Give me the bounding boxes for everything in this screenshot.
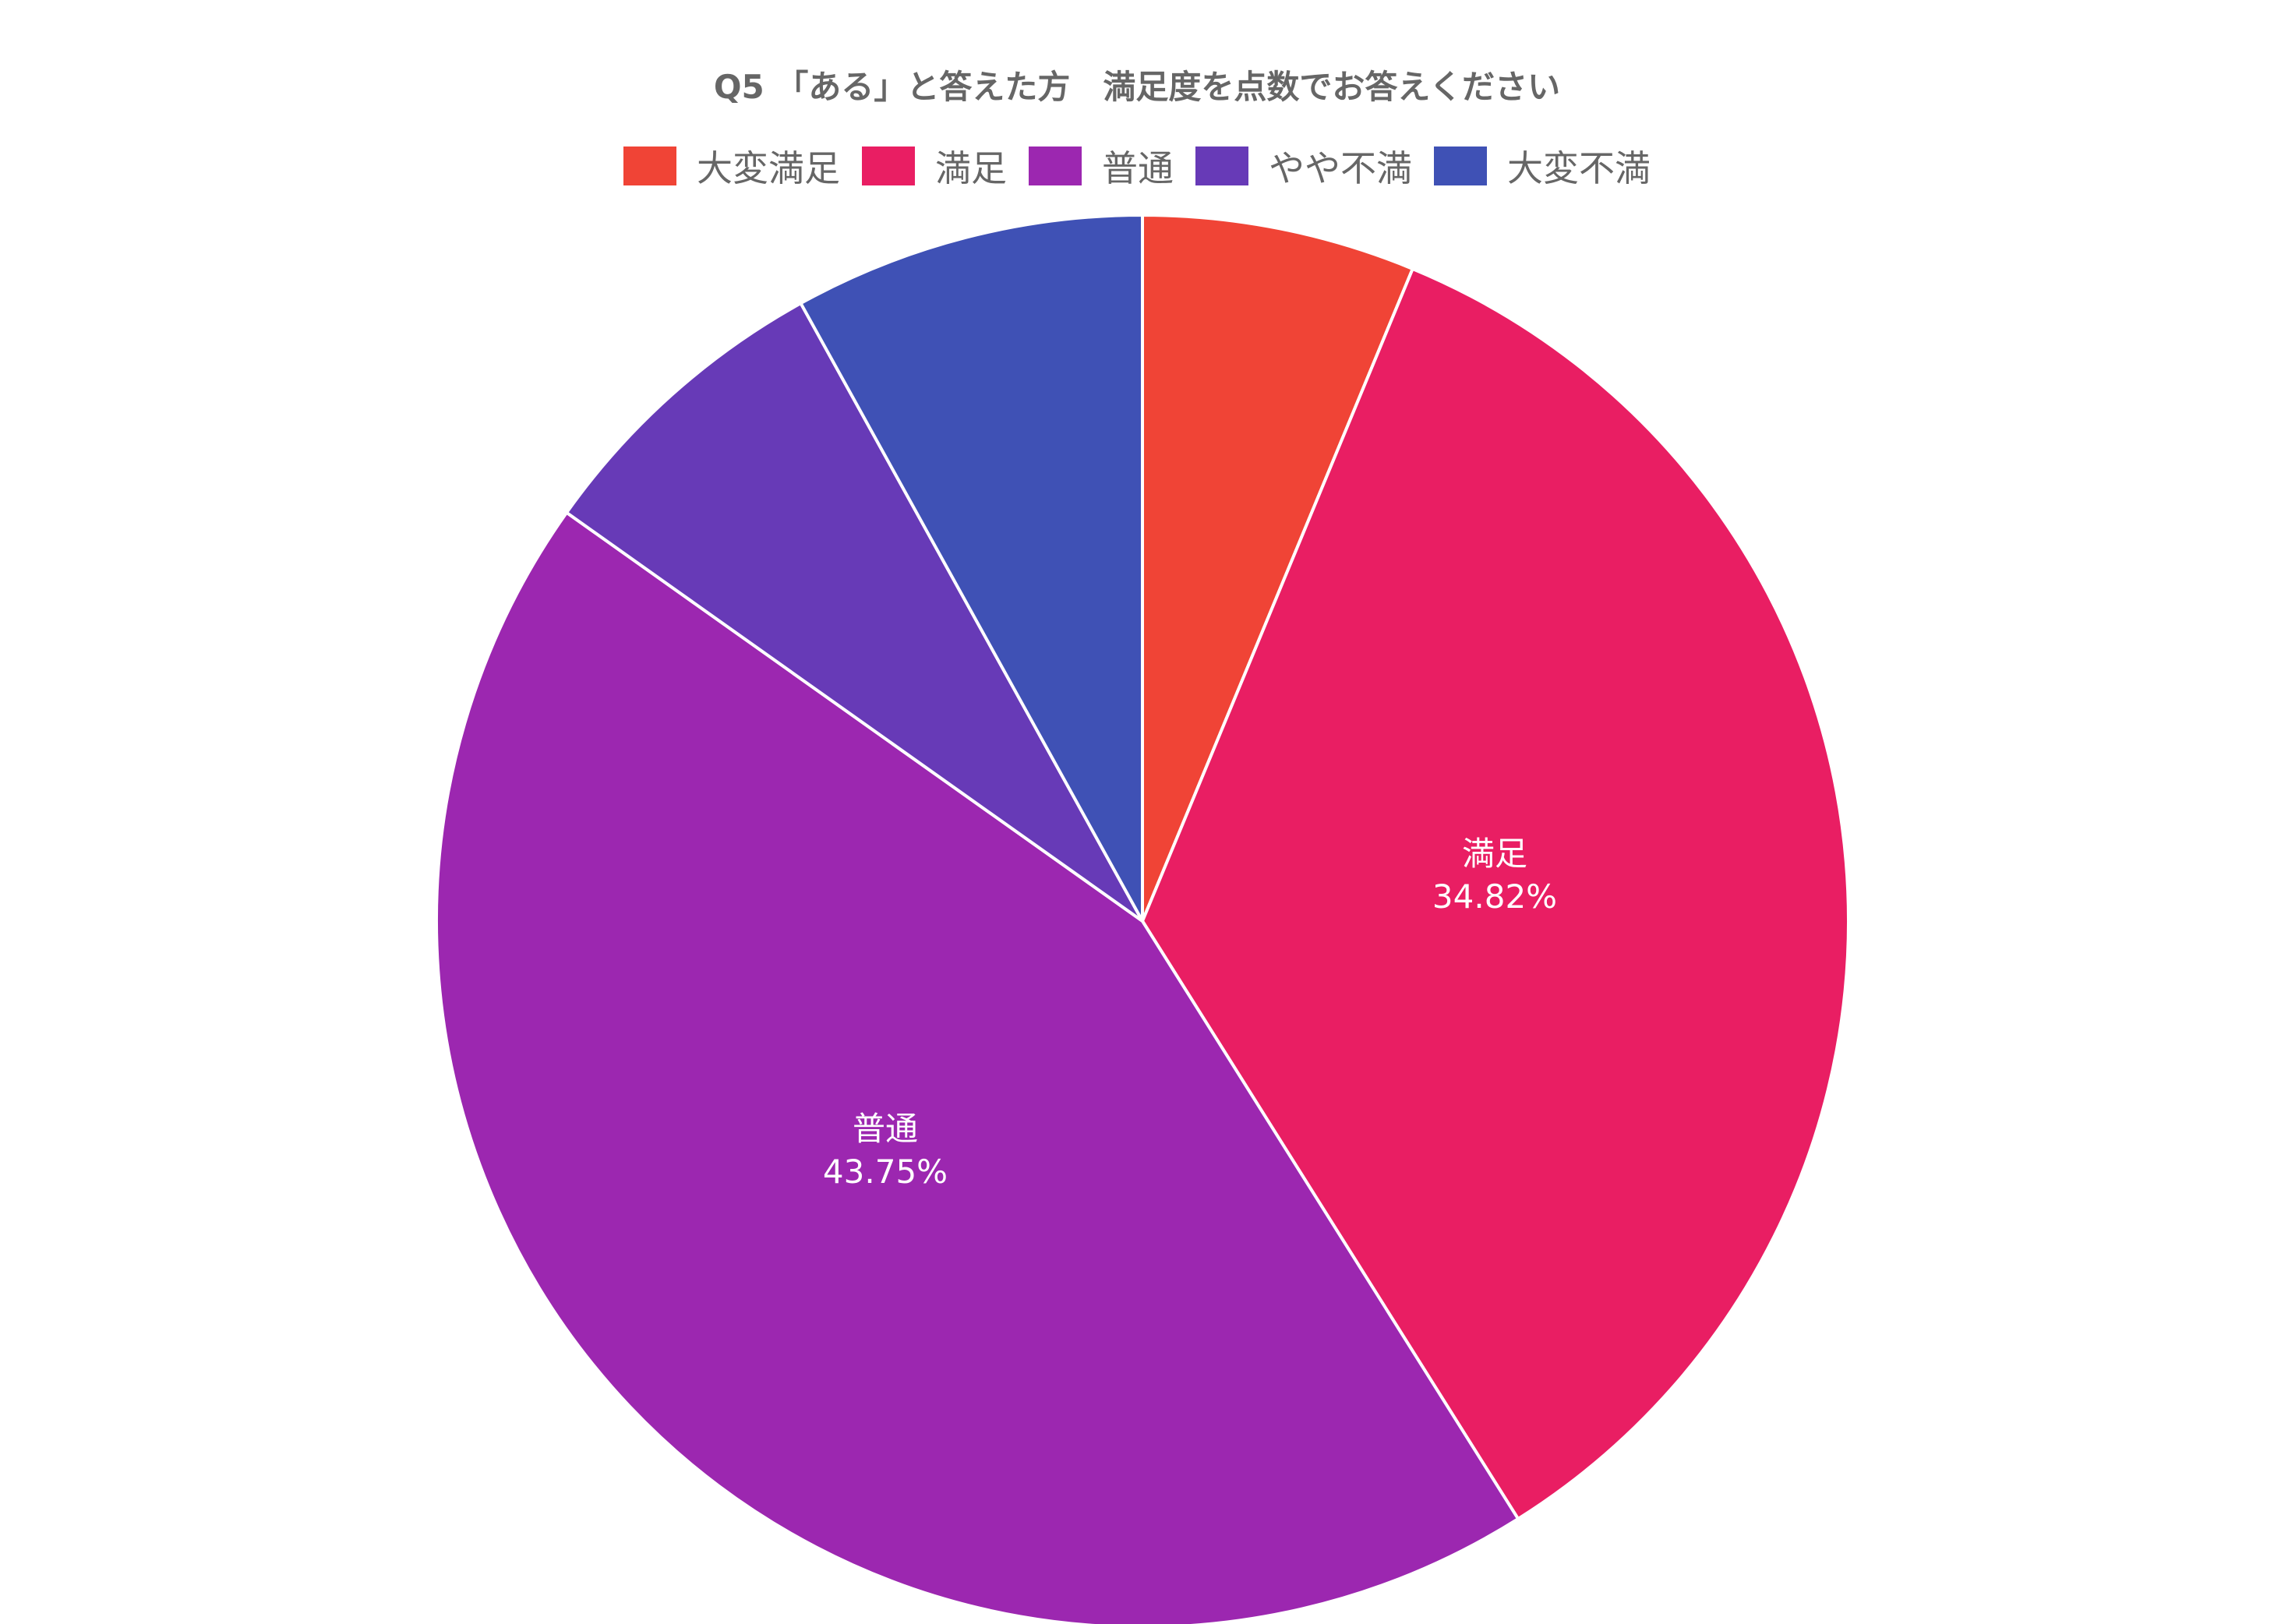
legend-item-very-satisfied[interactable]: 大変満足 xyxy=(623,140,840,192)
legend-swatch-icon xyxy=(1195,147,1248,185)
legend-label: 満足 xyxy=(935,147,1007,189)
legend-item-satisfied[interactable]: 満足 xyxy=(862,140,1007,192)
pie-slices xyxy=(435,213,1850,1624)
legend-item-somewhat-dissatisfied[interactable]: やや不満 xyxy=(1195,140,1412,192)
slice-very-dissatisfied[interactable] xyxy=(798,213,1144,922)
legend-label: 大変不満 xyxy=(1507,147,1651,189)
slice-label-satisfied-pct: 34.82% xyxy=(1432,877,1557,916)
slice-label-neutral-name: 普通 xyxy=(853,1110,918,1148)
slice-satisfied[interactable] xyxy=(1140,267,1850,1521)
legend-swatch-icon xyxy=(623,147,676,185)
legend-swatch-icon xyxy=(862,147,915,185)
slice-label-satisfied-name: 満足 xyxy=(1462,835,1527,873)
slice-very-satisfied[interactable] xyxy=(1141,213,1415,922)
chart-legend: 大変満足 満足 普通 やや不満 大変不満 xyxy=(0,140,2274,192)
chart-title: Q5 「ある」と答えた方 満足度を点数でお答えください xyxy=(713,68,1561,106)
slice-neutral[interactable] xyxy=(435,510,1520,1624)
legend-swatch-icon xyxy=(1029,147,1082,185)
legend-label: 普通 xyxy=(1102,147,1174,189)
slice-somewhat-dissatisfied[interactable] xyxy=(564,301,1144,923)
legend-item-very-dissatisfied[interactable]: 大変不満 xyxy=(1434,140,1651,192)
legend-label: 大変満足 xyxy=(697,147,840,189)
legend-swatch-icon xyxy=(1434,147,1487,185)
legend-label: やや不満 xyxy=(1269,147,1412,189)
slice-label-neutral-pct: 43.75% xyxy=(823,1153,948,1191)
legend-item-neutral[interactable]: 普通 xyxy=(1029,140,1174,192)
